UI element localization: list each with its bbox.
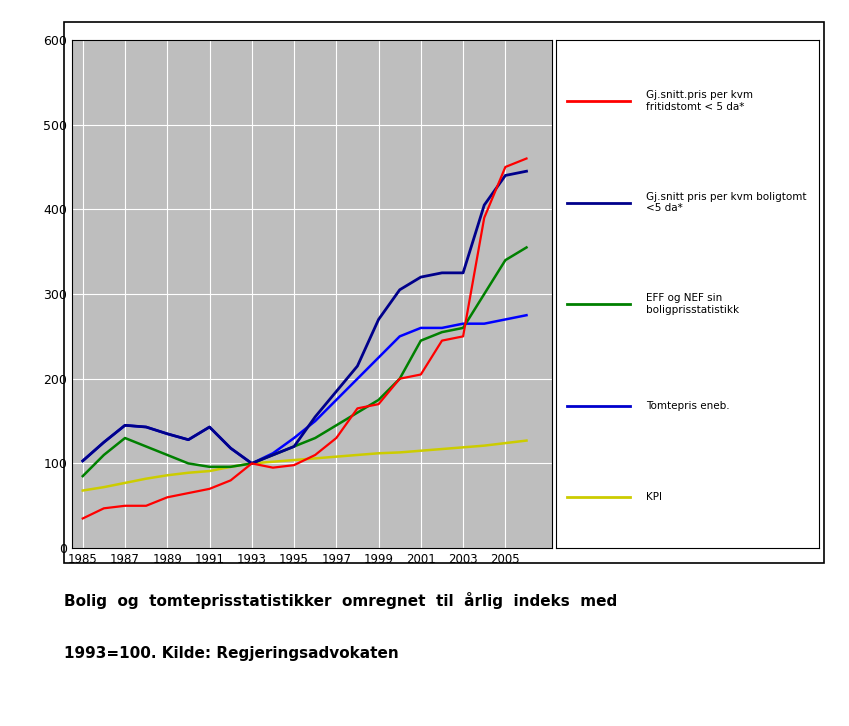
Text: Gj.snitt pris per kvm boligtomt
<5 da*: Gj.snitt pris per kvm boligtomt <5 da* — [645, 192, 806, 213]
Text: KPI: KPI — [645, 492, 661, 502]
Text: Tomtepris eneb.: Tomtepris eneb. — [645, 401, 729, 411]
Text: EFF og NEF sin
boligprisstatistikk: EFF og NEF sin boligprisstatistikk — [645, 293, 739, 315]
Text: Bolig  og  tomteprisstatistikker  omregnet  til  årlig  indeks  med: Bolig og tomteprisstatistikker omregnet … — [64, 592, 617, 608]
Text: Gj.snitt.pris per kvm
fritidstomt < 5 da*: Gj.snitt.pris per kvm fritidstomt < 5 da… — [645, 90, 752, 112]
Text: 1993=100. Kilde: Regjeringsadvokaten: 1993=100. Kilde: Regjeringsadvokaten — [64, 646, 398, 661]
